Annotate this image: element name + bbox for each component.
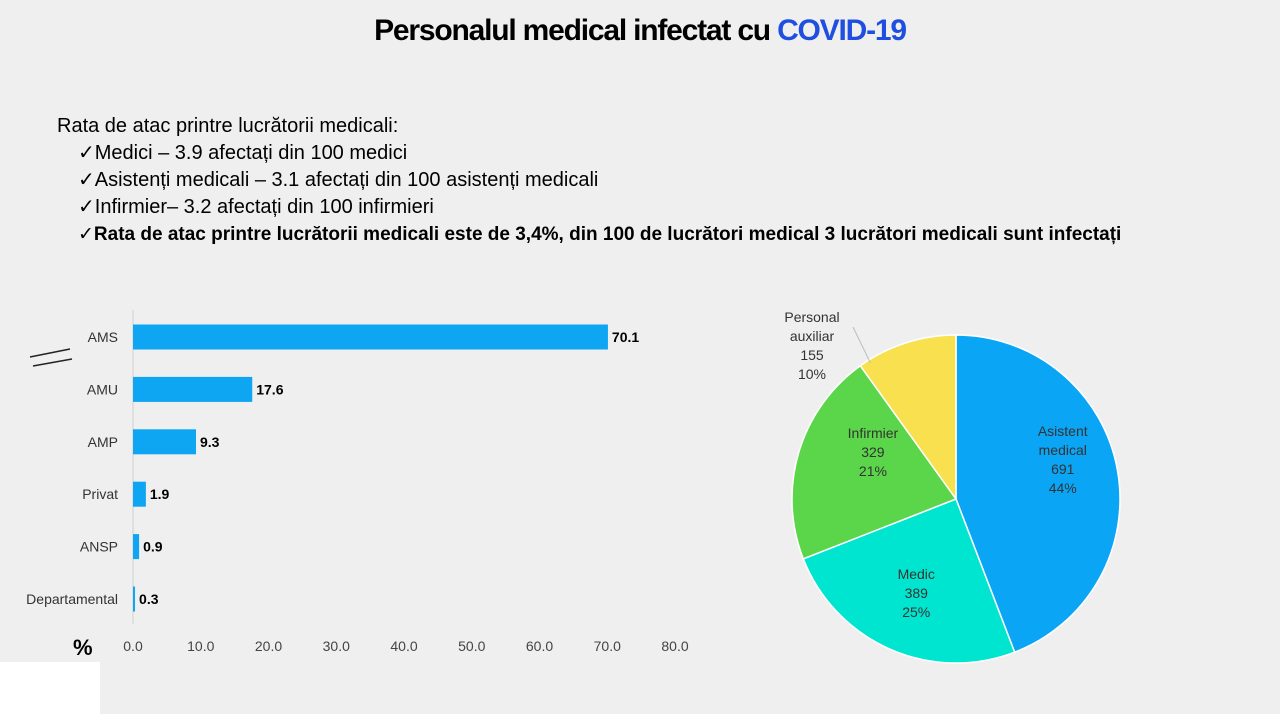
pie-label: 44% [1049, 480, 1077, 496]
pie-label: medical [1039, 442, 1087, 458]
pie-label: 329 [861, 444, 885, 460]
bar-privat [133, 481, 146, 507]
bullet-text: Medici – 3.9 afectați din 100 medici [94, 142, 408, 164]
pie-label: 21% [859, 463, 887, 479]
bullet-orderlies: ✓Infirmier– 3.2 afectați din 100 infirmi… [78, 194, 1121, 221]
bullet-overall-rate: ✓Rata de atac printre lucrătorii medical… [78, 221, 1121, 248]
pie-label: 10% [798, 366, 826, 382]
check-icon: ✓ [78, 169, 95, 191]
pie-slice-asistent-medical [955, 334, 1121, 654]
value-label: 17.6 [256, 381, 283, 397]
check-icon: ✓ [78, 142, 95, 164]
x-tick-label: 40.0 [390, 638, 417, 654]
x-tick-label: 50.0 [458, 638, 485, 654]
bar-amp [133, 429, 197, 455]
pie-label: Medic [898, 566, 935, 582]
pie-label: auxiliar [790, 328, 835, 344]
value-label: 9.3 [200, 434, 220, 450]
category-label: Privat [82, 486, 118, 502]
check-icon: ✓ [78, 196, 95, 218]
bullet-text: Asistenți medicali – 3.1 afectați din 10… [94, 169, 599, 191]
bar-ams [133, 324, 608, 350]
value-label: 0.9 [143, 539, 163, 555]
x-tick-label: 20.0 [255, 638, 282, 654]
pie-leader-line [852, 326, 871, 364]
pen-stroke-marks [29, 348, 73, 367]
corner-patch [0, 662, 100, 714]
value-label: 1.9 [150, 486, 170, 502]
bar-departamental [133, 586, 136, 612]
attack-rate-list: ✓Medici – 3.9 afectați din 100 medici ✓A… [78, 140, 1121, 248]
x-tick-label: 0.0 [123, 638, 143, 654]
title-main: Personalul medical infectat cu [374, 14, 778, 47]
title-accent: COVID-19 [777, 14, 907, 47]
bullet-nurses: ✓Asistenți medicali – 3.1 afectați din 1… [78, 167, 1121, 194]
category-label: AMS [88, 329, 118, 345]
bullet-text: Infirmier– 3.2 afectați din 100 infirmie… [94, 196, 434, 218]
pen-stroke [29, 348, 71, 358]
category-label: AMP [88, 434, 118, 450]
x-tick-label: 80.0 [661, 638, 688, 654]
bar-chart: AMS 70.1 AMU 17.6 AMP 9.3 Privat 1.9 ANSP 0.9 Depa… [26, 310, 689, 660]
pie-label: 691 [1051, 461, 1075, 477]
pie-slice-infirmier [791, 364, 958, 560]
category-label: ANSP [80, 539, 118, 555]
bullet-text: Rata de atac printre lucrătorii medicali… [93, 224, 1122, 245]
pie-label: 25% [902, 604, 930, 620]
pie-label: 389 [905, 585, 929, 601]
x-tick-label: 60.0 [526, 638, 553, 654]
pen-stroke [32, 358, 73, 367]
category-label: AMU [87, 381, 118, 397]
value-label: 70.1 [612, 329, 639, 345]
attack-rate-heading: Rata de atac printre lucrătorii medicali… [57, 115, 399, 137]
x-tick-label: 30.0 [323, 638, 350, 654]
x-axis-label: % [73, 635, 93, 660]
bar-ansp [133, 534, 140, 560]
page-title: Personalul medical infectat cu COVID-19 [0, 14, 1280, 48]
category-label: Departamental [26, 591, 118, 607]
bar-amu [133, 376, 253, 402]
pie-label: Infirmier [848, 425, 899, 441]
pie-slice-personal-auxiliar [859, 334, 957, 502]
pie-label: 155 [800, 347, 824, 363]
pie-slice-medic [802, 498, 1016, 664]
check-icon: ✓ [78, 224, 94, 245]
x-tick-label: 70.0 [594, 638, 621, 654]
x-tick-label: 10.0 [187, 638, 214, 654]
pie-label: Asistent [1038, 423, 1088, 439]
bullet-doctors: ✓Medici – 3.9 afectați din 100 medici [78, 140, 1121, 167]
pie-label: Personal [784, 309, 839, 325]
value-label: 0.3 [139, 591, 159, 607]
